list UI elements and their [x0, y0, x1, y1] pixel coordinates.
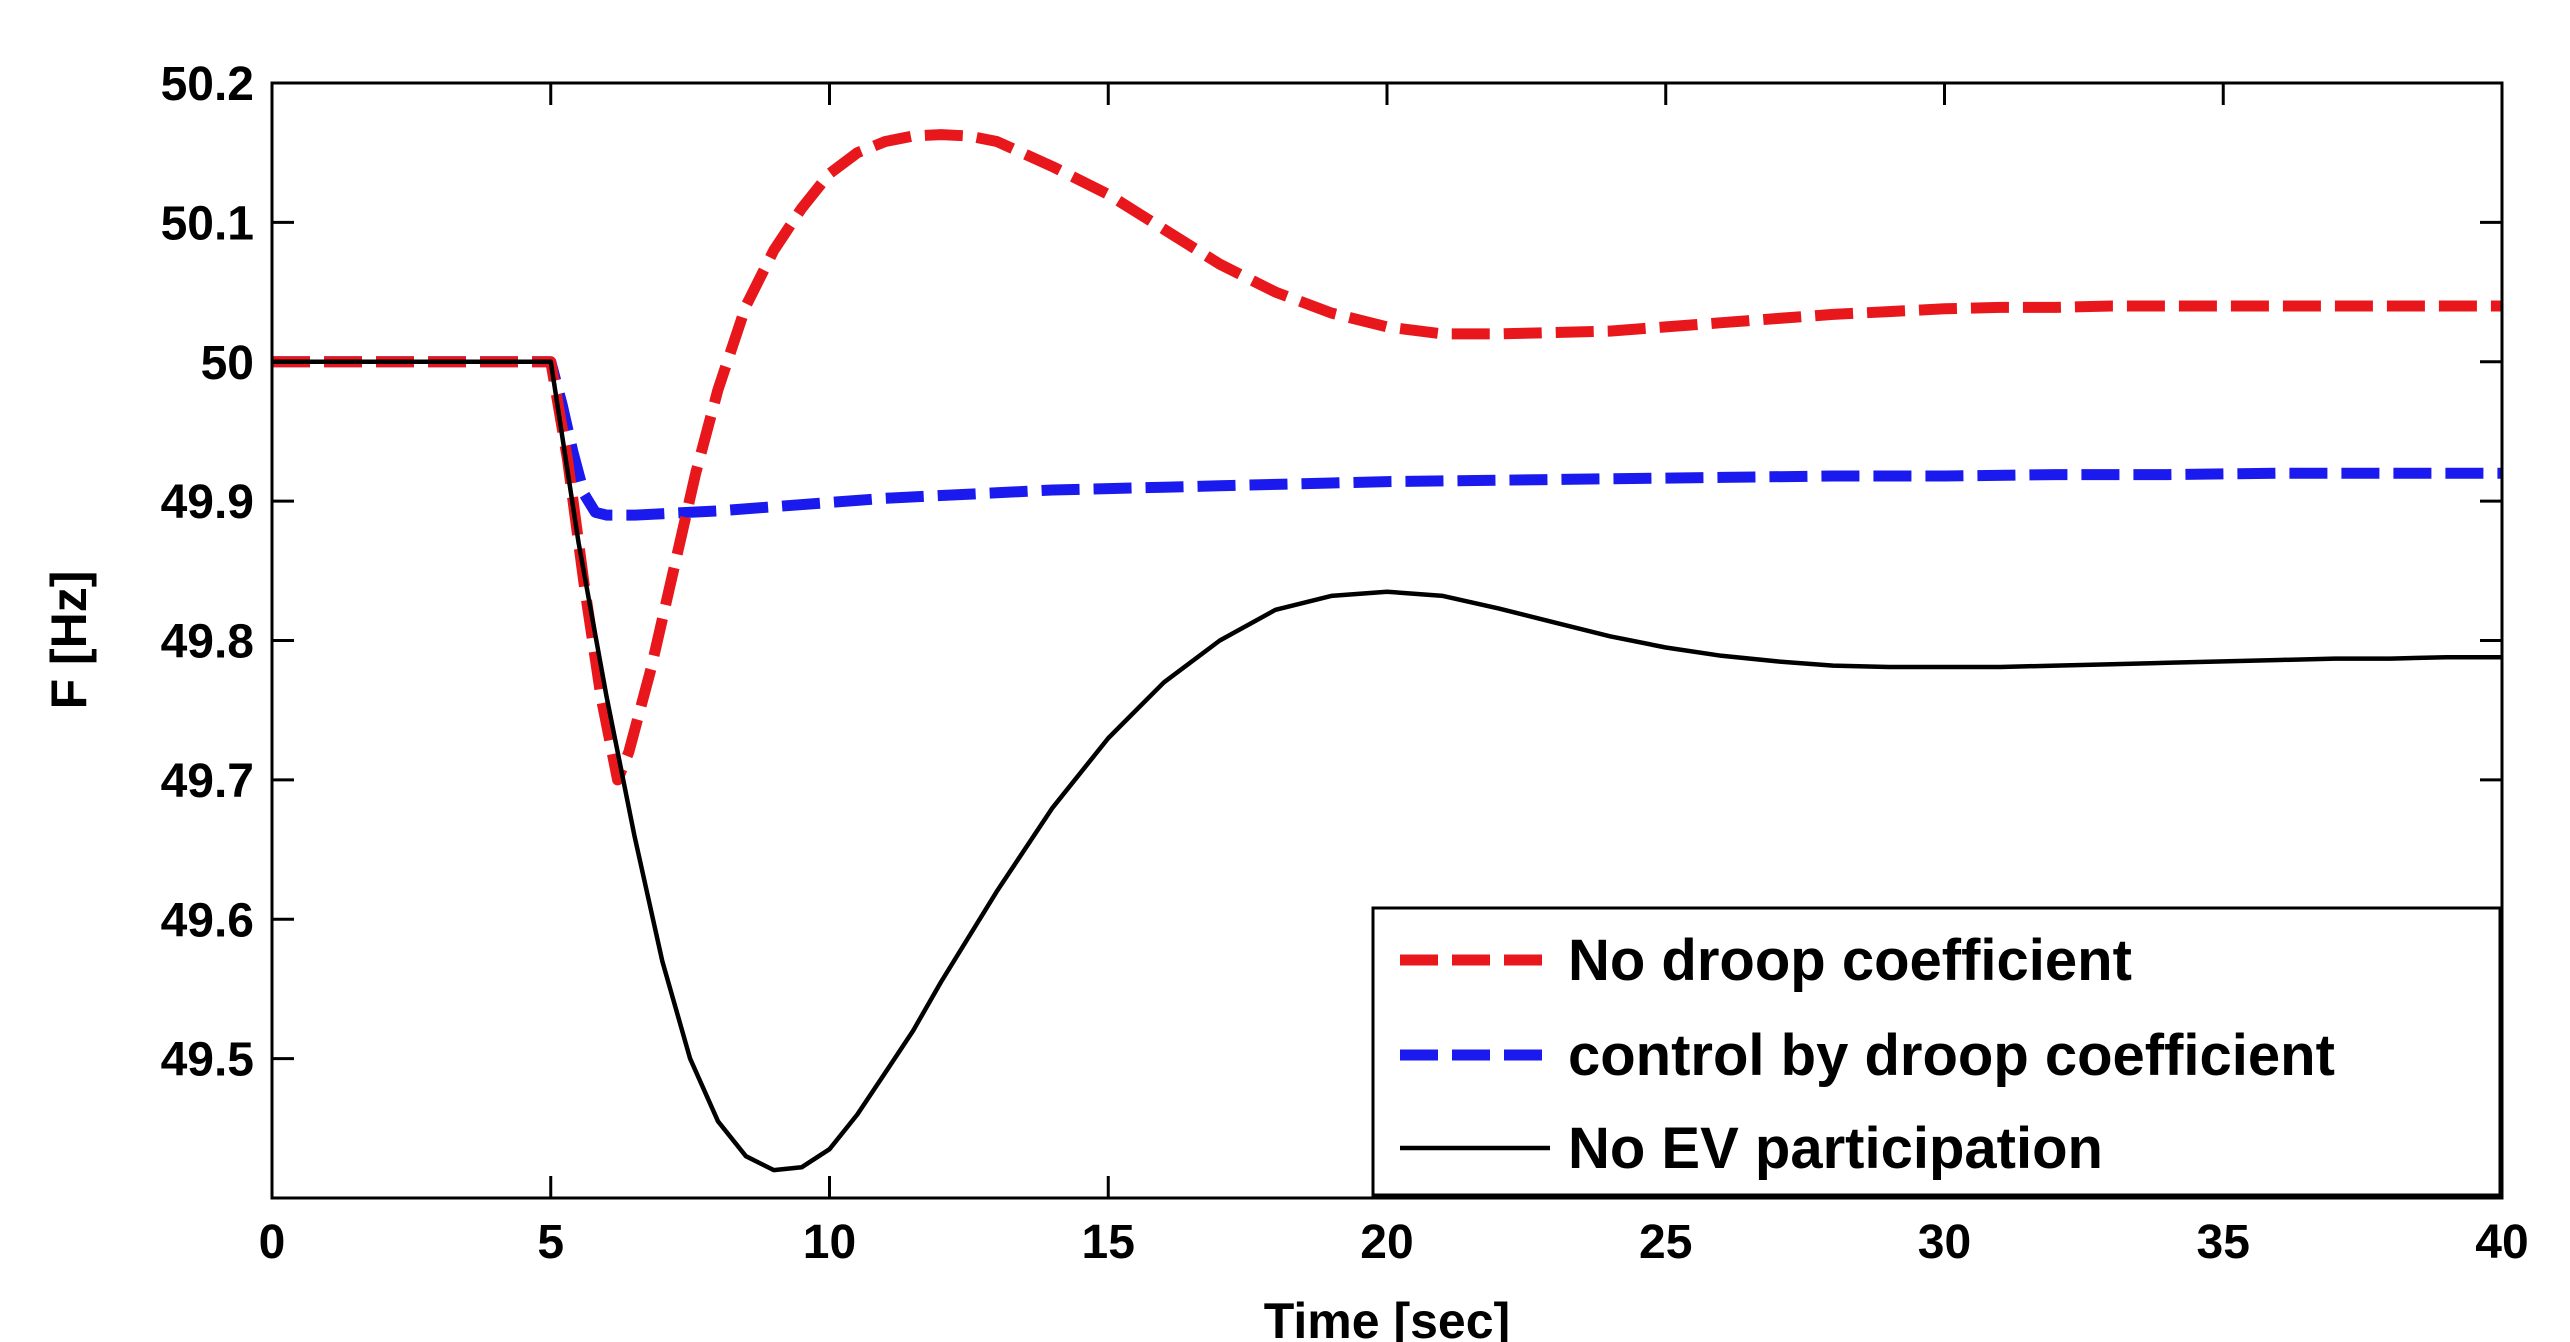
legend: No droop coefficient control by droop coe…	[1371, 906, 2502, 1197]
series-line-2	[272, 359, 2502, 1173]
legend-label-1: control by droop coefficient	[1568, 1023, 2335, 1088]
x-axis-title: Time [sec]	[1264, 1293, 1510, 1342]
series-group	[272, 129, 2502, 1173]
x-tick-label: 25	[1639, 1216, 1692, 1269]
x-tick-label: 10	[803, 1216, 856, 1269]
y-axis-title: F [Hz]	[41, 571, 97, 710]
x-tick-label: 40	[2475, 1216, 2528, 1269]
y-tick-label: 49.8	[161, 616, 254, 669]
series-line-1	[272, 356, 2502, 521]
y-tick-label: 49.5	[161, 1034, 254, 1087]
legend-label-0: No droop coefficient	[1568, 928, 2132, 993]
y-tick-label: 49.7	[161, 755, 254, 808]
legend-label-2: No EV participation	[1568, 1116, 2103, 1181]
x-tick-label: 35	[2197, 1216, 2250, 1269]
legend-box	[1371, 906, 2502, 1197]
y-tick-label: 50.2	[161, 58, 254, 111]
y-tick-label: 49.6	[161, 894, 254, 947]
y-tick-label: 49.9	[161, 476, 254, 529]
x-tick-label: 30	[1918, 1216, 1971, 1269]
series-line-0	[272, 129, 2502, 786]
y-tick-label: 50	[201, 337, 254, 390]
x-tick-label: 15	[1082, 1216, 1135, 1269]
x-tick-label: 20	[1360, 1216, 1413, 1269]
x-tick-label: 0	[259, 1216, 286, 1269]
y-tick-label: 50.1	[161, 197, 254, 250]
y-tick-group: 49.5 49.6 49.7 49.8 49.9 50 50.1 50.2	[161, 58, 2502, 1087]
plot-frame	[270, 81, 2504, 1200]
x-tick-label: 5	[537, 1216, 564, 1269]
x-tick-group: 0 5 10 15 20 25 30 35 40	[259, 83, 2529, 1269]
